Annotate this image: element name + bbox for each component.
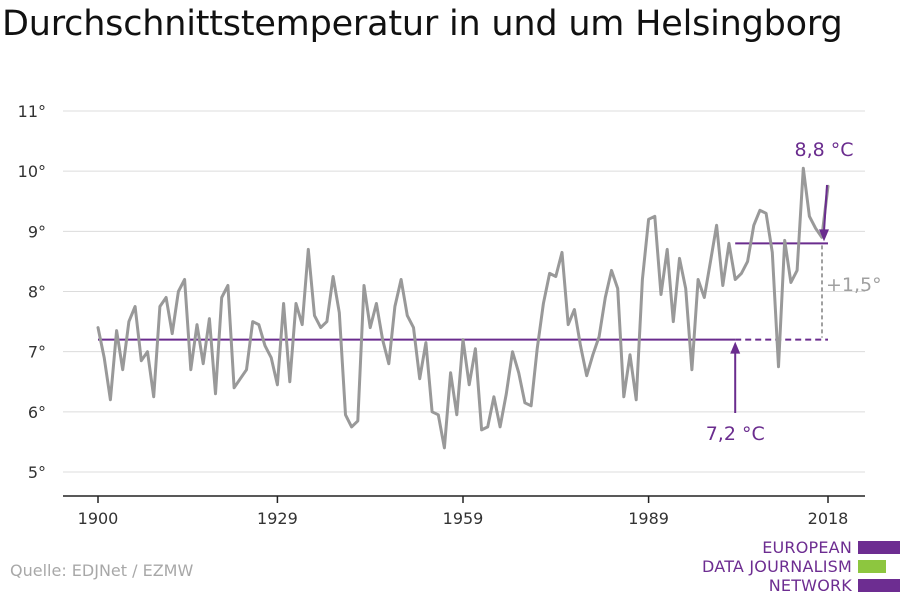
logo-bar-green [858, 560, 886, 573]
annotation-label-diff: +1,5° [826, 274, 882, 296]
y-tick-label-8: 8° [28, 283, 46, 302]
annotation-arrowhead-old-avg [730, 341, 741, 354]
annotation-arrow-new-avg [823, 184, 828, 232]
x-tick-label-1929: 1929 [257, 509, 298, 528]
x-tick-label-1989: 1989 [628, 509, 669, 528]
annotation-label-new-avg: 8,8 °C [794, 139, 853, 161]
logo-bar-purple-top [858, 541, 900, 554]
y-tick-label-7: 7° [28, 343, 46, 362]
annotation-label-old-avg: 7,2 °C [706, 423, 765, 445]
series-line-0 [96, 166, 830, 450]
series [96, 166, 830, 450]
logo-line-european: EUROPEAN [762, 538, 852, 557]
source-note: Quelle: EDJNet / EZMW [10, 561, 194, 580]
x-tick-label-2018: 2018 [808, 509, 849, 528]
logo-line-data-journalism: DATA JOURNALISM [702, 557, 852, 576]
annotation-arrowhead-new-avg [819, 229, 829, 242]
annotations: 7,2 °C 8,8 °C +1,5° [706, 139, 882, 445]
x-tick-label-1959: 1959 [443, 509, 484, 528]
y-tick-label-6: 6° [28, 403, 46, 422]
axes: 5° 6° 7° 8° 9° 10° 11° 1900 1929 1959 1989 2018 [18, 102, 865, 528]
grid-lines [63, 110, 865, 473]
logo-line-network: NETWORK [768, 576, 852, 595]
logo-bar-purple-bottom [858, 579, 900, 592]
y-tick-label-9: 9° [28, 222, 46, 241]
y-tick-label-10: 10° [18, 162, 46, 181]
edjnet-logo[interactable]: EUROPEAN DATA JOURNALISM NETWORK [700, 538, 900, 596]
x-tick-label-1900: 1900 [78, 509, 119, 528]
chart-title: Durchschnittstemperatur in und um Helsin… [2, 4, 843, 44]
y-tick-label-5: 5° [28, 463, 46, 482]
y-tick-label-11: 11° [18, 102, 46, 121]
